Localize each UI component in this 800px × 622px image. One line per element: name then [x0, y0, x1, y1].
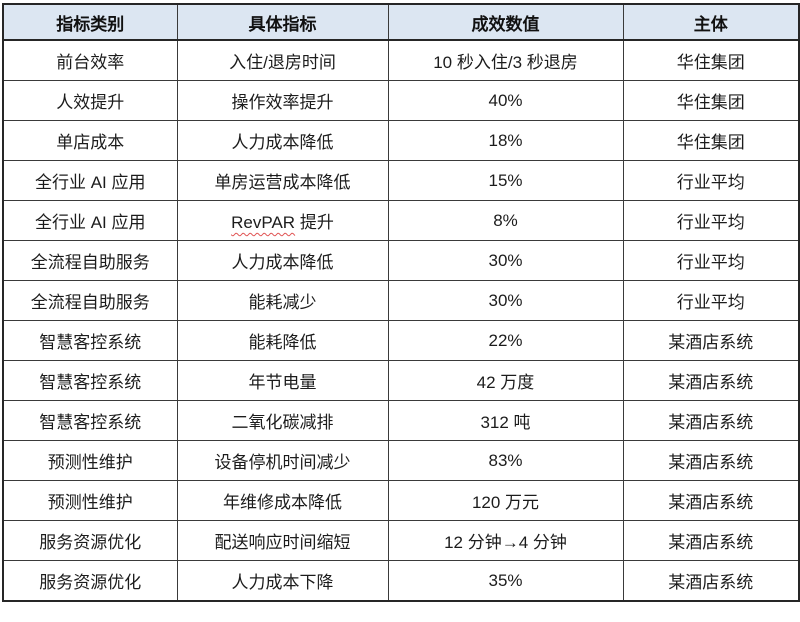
- cell-metric: 人力成本降低: [176, 240, 389, 281]
- cell-subject: 某酒店系统: [622, 440, 800, 481]
- cell-subject: 华住集团: [622, 120, 800, 161]
- cell-subject: 某酒店系统: [622, 480, 800, 521]
- header-row: 指标类别 具体指标 成效数值 主体: [2, 3, 800, 41]
- cell-value: 8%: [387, 200, 624, 241]
- cell-category: 预测性维护: [2, 480, 178, 521]
- table-row: 全流程自助服务 人力成本降低 30% 行业平均: [2, 240, 800, 281]
- cell-value: 30%: [387, 240, 624, 281]
- table-row: 预测性维护 设备停机时间减少 83% 某酒店系统: [2, 440, 800, 481]
- cell-metric: 能耗减少: [176, 280, 389, 321]
- table-row: 全行业 AI 应用 RevPAR 提升 8% 行业平均: [2, 200, 800, 241]
- cell-subject: 行业平均: [622, 240, 800, 281]
- cell-metric: 配送响应时间缩短: [176, 520, 389, 561]
- cell-category: 服务资源优化: [2, 520, 178, 561]
- cell-metric: 单房运营成本降低: [176, 160, 389, 201]
- cell-metric: RevPAR 提升: [176, 200, 389, 241]
- table-row: 服务资源优化 配送响应时间缩短 12 分钟→4 分钟 某酒店系统: [2, 520, 800, 561]
- cell-metric: 年维修成本降低: [176, 480, 389, 521]
- cell-metric: 能耗降低: [176, 320, 389, 361]
- table-row: 预测性维护 年维修成本降低 120 万元 某酒店系统: [2, 480, 800, 521]
- cell-metric: 人力成本降低: [176, 120, 389, 161]
- cell-subject: 行业平均: [622, 280, 800, 321]
- table-body: 前台效率 入住/退房时间 10 秒入住/3 秒退房 华住集团 人效提升 操作效率…: [2, 39, 800, 602]
- cell-subject: 行业平均: [622, 200, 800, 241]
- cell-value: 18%: [387, 120, 624, 161]
- cell-category: 智慧客控系统: [2, 400, 178, 441]
- cell-metric: 设备停机时间减少: [176, 440, 389, 481]
- cell-category: 全行业 AI 应用: [2, 160, 178, 201]
- cell-subject: 华住集团: [622, 39, 800, 81]
- cell-value: 22%: [387, 320, 624, 361]
- table-row: 智慧客控系统 年节电量 42 万度 某酒店系统: [2, 360, 800, 401]
- column-header-metric: 具体指标: [176, 3, 389, 41]
- cell-category: 全流程自助服务: [2, 280, 178, 321]
- cell-value: 10 秒入住/3 秒退房: [387, 39, 624, 81]
- table-row: 前台效率 入住/退房时间 10 秒入住/3 秒退房 华住集团: [2, 39, 800, 81]
- cell-category: 服务资源优化: [2, 560, 178, 602]
- cell-subject: 行业平均: [622, 160, 800, 201]
- cell-metric: 操作效率提升: [176, 80, 389, 121]
- table-row: 全流程自助服务 能耗减少 30% 行业平均: [2, 280, 800, 321]
- cell-category: 全流程自助服务: [2, 240, 178, 281]
- cell-category: 预测性维护: [2, 440, 178, 481]
- cell-value: 15%: [387, 160, 624, 201]
- metric-rest-text: 提升: [295, 213, 334, 232]
- cell-metric: 入住/退房时间: [176, 39, 389, 81]
- cell-value: 120 万元: [387, 480, 624, 521]
- column-header-category: 指标类别: [2, 3, 178, 41]
- cell-category: 前台效率: [2, 39, 178, 81]
- cell-category: 智慧客控系统: [2, 360, 178, 401]
- cell-category: 人效提升: [2, 80, 178, 121]
- cell-subject: 某酒店系统: [622, 320, 800, 361]
- cell-value: 40%: [387, 80, 624, 121]
- cell-subject: 某酒店系统: [622, 560, 800, 602]
- cell-value: 42 万度: [387, 360, 624, 401]
- spellcheck-flagged-text: RevPAR: [231, 213, 296, 232]
- cell-value: 312 吨: [387, 400, 624, 441]
- cell-value: 30%: [387, 280, 624, 321]
- column-header-subject: 主体: [622, 3, 800, 41]
- cell-metric: 二氧化碳减排: [176, 400, 389, 441]
- table-row: 单店成本 人力成本降低 18% 华住集团: [2, 120, 800, 161]
- cell-subject: 某酒店系统: [622, 360, 800, 401]
- cell-subject: 某酒店系统: [622, 400, 800, 441]
- cell-value: 12 分钟→4 分钟: [387, 520, 624, 561]
- cell-metric: 人力成本下降: [176, 560, 389, 602]
- cell-value: 35%: [387, 560, 624, 602]
- column-header-value: 成效数值: [387, 3, 624, 41]
- cell-metric: 年节电量: [176, 360, 389, 401]
- cell-category: 全行业 AI 应用: [2, 200, 178, 241]
- table-row: 服务资源优化 人力成本下降 35% 某酒店系统: [2, 560, 800, 602]
- cell-category: 单店成本: [2, 120, 178, 161]
- table-header: 指标类别 具体指标 成效数值 主体: [2, 3, 800, 41]
- table-row: 智慧客控系统 能耗降低 22% 某酒店系统: [2, 320, 800, 361]
- cell-value: 83%: [387, 440, 624, 481]
- table-row: 人效提升 操作效率提升 40% 华住集团: [2, 80, 800, 121]
- cell-subject: 某酒店系统: [622, 520, 800, 561]
- metrics-table: 指标类别 具体指标 成效数值 主体 前台效率 入住/退房时间 10 秒入住/3 …: [2, 3, 800, 602]
- cell-category: 智慧客控系统: [2, 320, 178, 361]
- cell-subject: 华住集团: [622, 80, 800, 121]
- table-row: 全行业 AI 应用 单房运营成本降低 15% 行业平均: [2, 160, 800, 201]
- table-row: 智慧客控系统 二氧化碳减排 312 吨 某酒店系统: [2, 400, 800, 441]
